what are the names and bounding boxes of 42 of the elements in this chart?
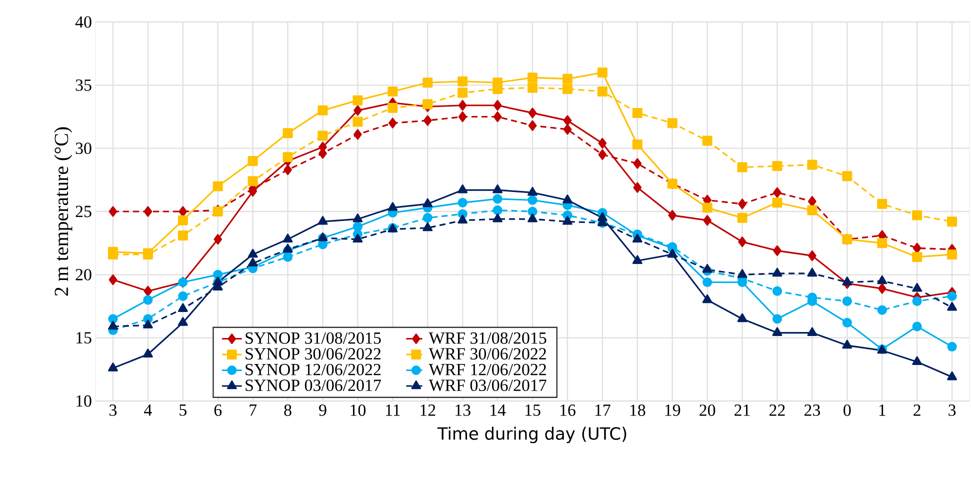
y-tick-label: 35 xyxy=(76,79,92,91)
legend-label: SYNOP 12/06/2022 xyxy=(246,364,381,376)
x-tick-label: 7 xyxy=(250,404,257,416)
legend-label: WRF 12/06/2022 xyxy=(428,364,546,376)
legend-label: WRF 31/08/2015 xyxy=(428,332,546,344)
x-tick-label: 0 xyxy=(844,404,851,416)
y-tick-label: 25 xyxy=(76,206,92,218)
x-tick-label: 16 xyxy=(560,404,576,416)
x-tick-label: 11 xyxy=(386,404,400,416)
y-axis-title: 2 m temperature (°C) xyxy=(54,127,72,296)
x-tick-label: 6 xyxy=(214,404,222,416)
x-tick-label: 20 xyxy=(700,404,716,416)
legend-label: WRF 30/06/2022 xyxy=(428,348,546,360)
x-tick-label: 23 xyxy=(804,404,820,416)
legend-label: SYNOP 30/06/2022 xyxy=(246,348,381,360)
x-tick-label: 18 xyxy=(630,404,646,416)
x-tick-label: 12 xyxy=(420,404,436,416)
y-tick-label: 10 xyxy=(76,395,92,407)
x-axis-title: Time during day (UTC) xyxy=(437,426,626,444)
legend-label: SYNOP 31/08/2015 xyxy=(246,332,381,344)
legend-label: SYNOP 03/06/2017 xyxy=(246,380,381,392)
x-tick-label: 21 xyxy=(734,404,750,416)
x-tick-label: 4 xyxy=(144,404,152,416)
x-tick-label: 17 xyxy=(595,404,610,416)
x-tick-label: 10 xyxy=(350,404,366,416)
x-tick-label: 8 xyxy=(284,404,292,416)
x-tick-label: 9 xyxy=(319,404,326,416)
y-tick-label: 20 xyxy=(76,268,92,280)
legend-label: WRF 03/06/2017 xyxy=(428,380,546,392)
x-tick-label: 3 xyxy=(110,404,117,416)
x-tick-label: 13 xyxy=(456,404,470,416)
x-tick-label: 14 xyxy=(490,404,506,416)
y-tick-label: 15 xyxy=(76,332,92,344)
x-tick-label: 3 xyxy=(948,404,956,416)
x-tick-label: 5 xyxy=(180,404,186,416)
x-tick-label: 1 xyxy=(879,404,886,416)
x-tick-label: 22 xyxy=(770,404,785,416)
y-tick-label: 30 xyxy=(76,142,92,154)
y-tick-label: 40 xyxy=(75,16,92,28)
x-tick-label: 15 xyxy=(526,404,540,416)
x-tick-label: 19 xyxy=(665,404,680,416)
x-tick-label: 2 xyxy=(914,404,920,416)
